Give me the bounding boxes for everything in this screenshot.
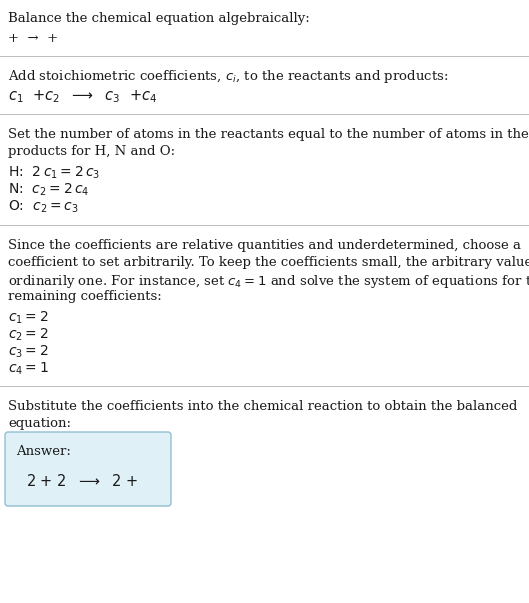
Text: $2$ + $2$  $\longrightarrow$  $2$ +: $2$ + $2$ $\longrightarrow$ $2$ + [26, 473, 138, 489]
Text: Substitute the coefficients into the chemical reaction to obtain the balanced: Substitute the coefficients into the che… [8, 400, 517, 413]
Text: $c_1 = 2$: $c_1 = 2$ [8, 310, 49, 326]
Text: Set the number of atoms in the reactants equal to the number of atoms in the: Set the number of atoms in the reactants… [8, 128, 529, 141]
Text: +  →  +: + → + [8, 32, 58, 45]
Text: Since the coefficients are relative quantities and underdetermined, choose a: Since the coefficients are relative quan… [8, 239, 521, 252]
Text: products for H, N and O:: products for H, N and O: [8, 145, 175, 158]
Text: H:  $2\,c_1 = 2\,c_3$: H: $2\,c_1 = 2\,c_3$ [8, 165, 101, 182]
Text: Add stoichiometric coefficients, $c_i$, to the reactants and products:: Add stoichiometric coefficients, $c_i$, … [8, 68, 449, 85]
Text: N:  $c_2 = 2\,c_4$: N: $c_2 = 2\,c_4$ [8, 182, 89, 198]
Text: $c_2 = 2$: $c_2 = 2$ [8, 327, 49, 343]
Text: coefficient to set arbitrarily. To keep the coefficients small, the arbitrary va: coefficient to set arbitrarily. To keep … [8, 256, 529, 269]
Text: remaining coefficients:: remaining coefficients: [8, 290, 162, 303]
Text: $c_3 = 2$: $c_3 = 2$ [8, 344, 49, 361]
Text: $c_4 = 1$: $c_4 = 1$ [8, 361, 49, 377]
Text: $c_1$  $+c_2$  $\longrightarrow$  $c_3$  $+c_4$: $c_1$ $+c_2$ $\longrightarrow$ $c_3$ $+c… [8, 88, 157, 105]
FancyBboxPatch shape [5, 432, 171, 506]
Text: O:  $c_2 = c_3$: O: $c_2 = c_3$ [8, 199, 79, 215]
Text: Balance the chemical equation algebraically:: Balance the chemical equation algebraica… [8, 12, 310, 25]
Text: ordinarily one. For instance, set $c_4 = 1$ and solve the system of equations fo: ordinarily one. For instance, set $c_4 =… [8, 273, 529, 290]
Text: Answer:: Answer: [16, 445, 71, 458]
Text: equation:: equation: [8, 417, 71, 430]
